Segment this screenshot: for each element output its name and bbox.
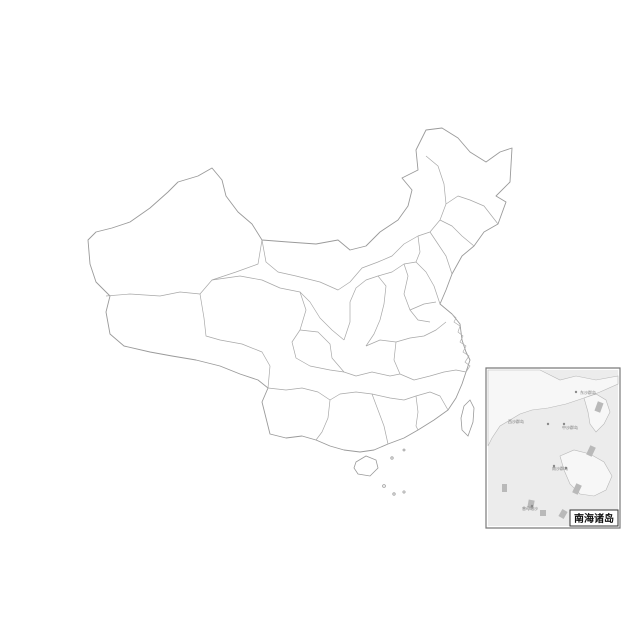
inset-title-box (569, 509, 619, 527)
south-china-sea-inset: 东沙群岛 西沙群岛 中沙群岛 南沙群岛 曾母暗沙 南海诸岛 (485, 367, 621, 529)
nansha-label: 南沙群岛 (552, 465, 568, 471)
dongsha-label: 东沙群岛 (580, 389, 596, 395)
coastal-islets (382, 448, 406, 496)
province-borders (105, 155, 499, 445)
mainland-outline (87, 127, 513, 453)
reef-markers (502, 390, 604, 519)
zengmu-label: 曾母暗沙 (522, 505, 538, 511)
inset-title: 南海诸岛 (574, 512, 614, 525)
taiwan-island (460, 399, 475, 437)
xisha-label: 西沙群岛 (508, 418, 524, 424)
coastline-detail (451, 313, 471, 373)
hainan-island (353, 455, 379, 477)
zhongsha-label: 中沙群岛 (562, 424, 578, 430)
